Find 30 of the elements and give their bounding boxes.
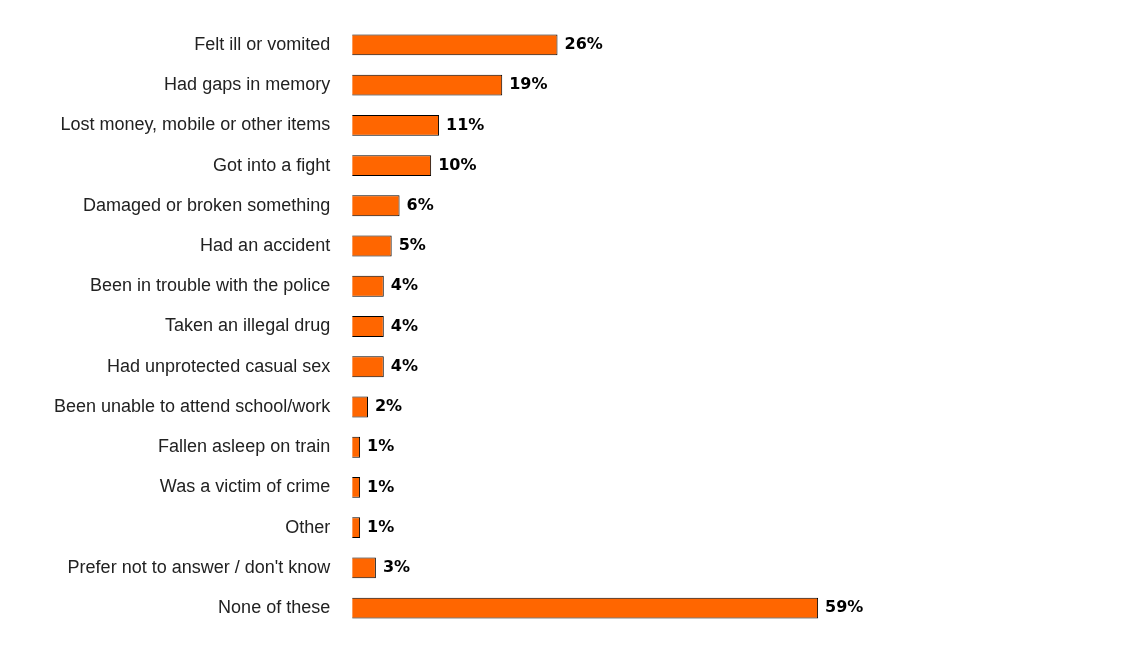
data-label: 4% bbox=[390, 315, 418, 335]
y-tick-label: Felt ill or vomited bbox=[194, 33, 331, 54]
data-label: 59% bbox=[825, 597, 864, 617]
data-label: 1% bbox=[367, 516, 395, 536]
y-tick-label: Was a victim of crime bbox=[159, 476, 331, 497]
y-tick-label: Had an accident bbox=[200, 235, 331, 256]
y-tick-label: Taken an illegal drug bbox=[165, 315, 331, 336]
y-tick-label: Got into a fight bbox=[213, 154, 331, 175]
y-tick-label: Been in trouble with the police bbox=[90, 275, 331, 296]
data-label: 3% bbox=[382, 557, 411, 577]
data-label: 26% bbox=[564, 34, 603, 54]
y-tick-label: Lost money, mobile or other items bbox=[60, 114, 331, 135]
data-label: 5% bbox=[398, 235, 426, 255]
y-tick-label: Other bbox=[285, 516, 331, 537]
data-label: 1% bbox=[367, 436, 395, 456]
data-label: 6% bbox=[406, 194, 434, 214]
data-label: 2% bbox=[374, 396, 403, 416]
y-tick-label: Prefer not to answer / don't know bbox=[67, 556, 332, 577]
y-tick-label: Had gaps in memory bbox=[164, 74, 331, 95]
data-label: 4% bbox=[390, 275, 418, 295]
data-label: 1% bbox=[367, 476, 395, 496]
data-label: 11% bbox=[446, 114, 485, 134]
y-tick-label: None of these bbox=[218, 597, 331, 618]
y-tick-label: Been unable to attend school/work bbox=[54, 395, 332, 416]
data-label: 19% bbox=[509, 74, 548, 94]
y-tick-label: Had unprotected casual sex bbox=[107, 355, 331, 376]
y-tick-label: Fallen asleep on train bbox=[158, 436, 331, 457]
data-label: 4% bbox=[390, 355, 418, 375]
data-label: 10% bbox=[438, 154, 477, 174]
y-tick-label: Damaged or broken something bbox=[83, 194, 331, 215]
